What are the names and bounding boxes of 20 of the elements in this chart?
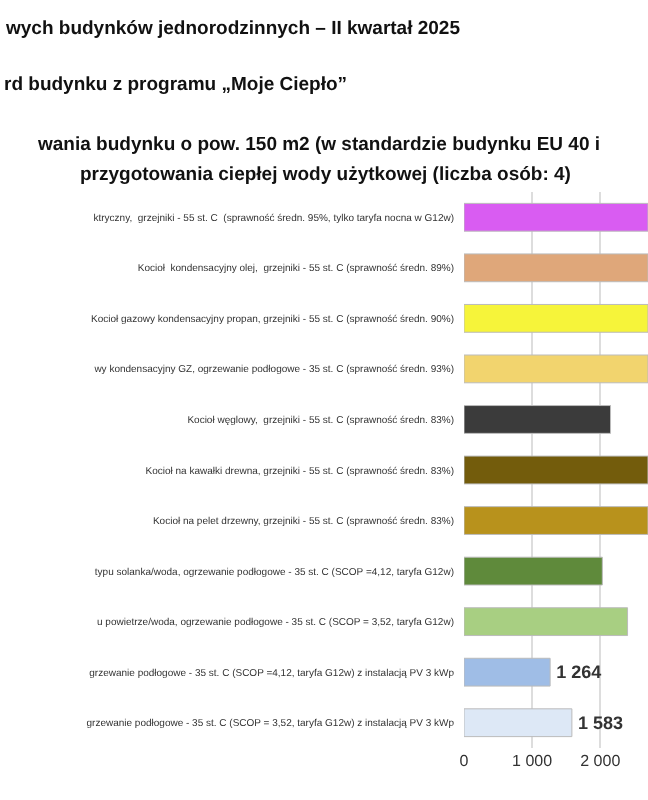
bar (464, 253, 648, 283)
text: rd budynku z programu „Moje Ciepło” (4, 74, 348, 96)
bar (464, 506, 648, 535)
bar (464, 202, 648, 232)
x-tick-label: 0 (459, 752, 470, 770)
bar (464, 556, 603, 586)
bar (464, 607, 629, 637)
bar (464, 303, 648, 333)
x-tick-label: 1 000 (512, 752, 554, 770)
data-label: 1 264 (556, 662, 602, 683)
data-label: 1 583 (577, 712, 623, 733)
bar (464, 405, 612, 434)
x-tick-label: 2 000 (580, 752, 622, 770)
text: wania budynku o pow. 150 m2 (w standardzie budynku EU 40 i (36, 134, 601, 156)
bar (464, 708, 573, 738)
text: przygotowania ciepłej wody użytkowej (liczba osób: 4) (80, 164, 571, 186)
bar (464, 455, 648, 485)
text: wych budynków jednorodzinnych – II kwartał 2025 (4, 18, 462, 40)
bar (464, 657, 551, 687)
bar (464, 354, 648, 384)
